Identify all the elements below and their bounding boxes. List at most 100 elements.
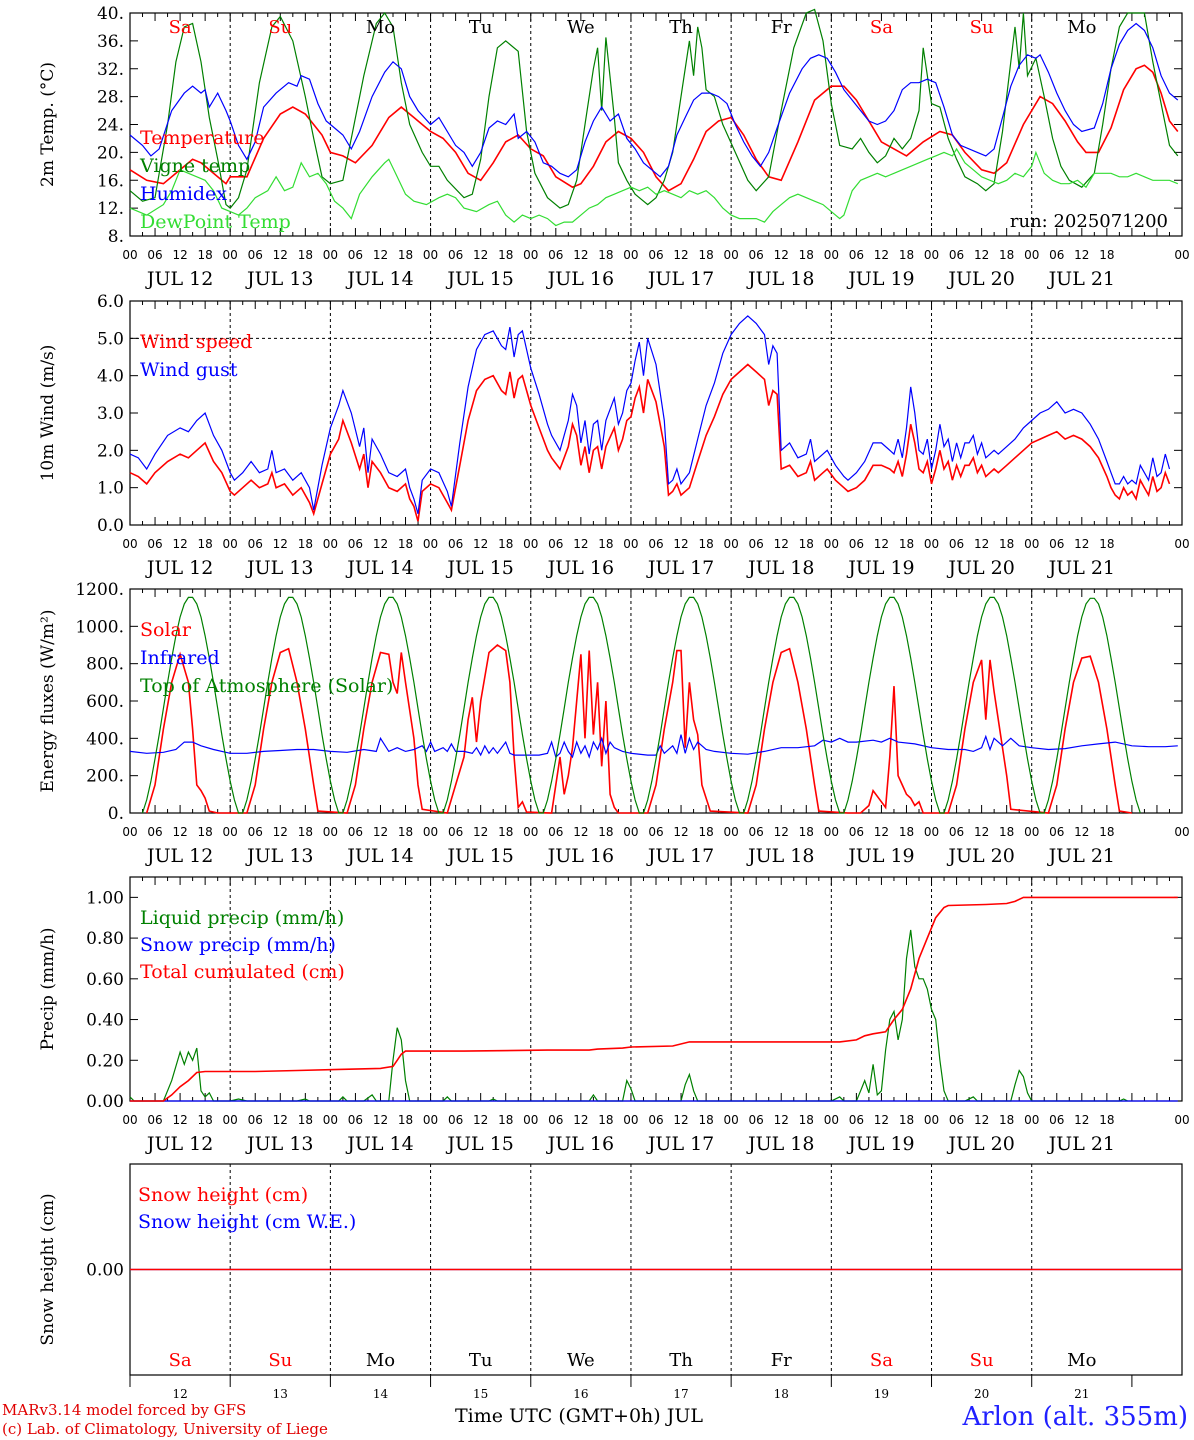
x-hour-label: 12	[373, 825, 388, 839]
x-hour-label: 18	[598, 248, 613, 262]
y-tick-label: 20.	[97, 143, 124, 163]
x-hour-label: 00	[122, 537, 137, 551]
x-hour-label: 18	[398, 537, 413, 551]
x-hour-label: 06	[949, 825, 964, 839]
x-hour-label: 00	[223, 248, 238, 262]
series-line	[130, 896, 1178, 1102]
x-hour-label: 12	[573, 248, 588, 262]
x-hour-label: 00	[323, 825, 338, 839]
x-hour-label: 06	[147, 248, 162, 262]
x-hour-label: 12	[273, 537, 288, 551]
legend-entry: Top of Atmosphere (Solar)	[140, 675, 393, 697]
x-date-label: JUL 19	[846, 557, 914, 579]
x-hour-label: 06	[348, 1113, 363, 1127]
y-tick-label: 28.	[97, 88, 124, 108]
x-date-label: JUL 18	[746, 557, 814, 579]
x-hour-label: 18	[698, 825, 713, 839]
x-date-label: JUL 19	[846, 268, 914, 290]
y-tick-label: 0.00	[86, 1261, 124, 1281]
x-hour-label: 12	[774, 248, 789, 262]
series-line	[141, 596, 1141, 814]
x-hour-label: 18	[598, 1113, 613, 1127]
x-hour-label: 06	[1049, 825, 1064, 839]
x-hour-label: 12	[1074, 248, 1089, 262]
x-hour-label: 00	[724, 537, 739, 551]
x-hour-label: 18	[799, 825, 814, 839]
day-label: Tu	[469, 17, 493, 38]
x-hour-label: 06	[248, 825, 263, 839]
x-hour-label: 06	[348, 248, 363, 262]
x-hour-label: 00	[1024, 248, 1039, 262]
x-hour-label: 00	[423, 537, 438, 551]
x-hour-label: 00	[924, 248, 939, 262]
x-hour-label: 18	[899, 248, 914, 262]
day-label: Su	[970, 1350, 994, 1371]
legend-entry: Solar	[140, 619, 192, 641]
x-hour-label: 18	[198, 825, 213, 839]
y-tick-label: 12.	[97, 199, 124, 219]
x-hour-label: 12	[573, 825, 588, 839]
y-tick-label: 5.0	[97, 329, 124, 349]
x-day-number: 18	[774, 1387, 789, 1401]
x-hour-label: 12	[373, 537, 388, 551]
x-hour-label: 06	[749, 825, 764, 839]
legend-entry: Liquid precip (mm/h)	[140, 907, 344, 929]
x-date-label: JUL 16	[546, 1133, 614, 1155]
series-line	[129, 147, 1179, 227]
day-label: Fr	[771, 1350, 792, 1371]
x-hour-label: 12	[473, 825, 488, 839]
x-date-label: JUL 12	[145, 557, 213, 579]
x-hour-label: 06	[1049, 537, 1064, 551]
y-tick-label: 0.00	[86, 1092, 124, 1112]
x-hour-label: 12	[273, 1113, 288, 1127]
x-hour-label: 18	[498, 248, 513, 262]
x-date-label: JUL 20	[946, 557, 1014, 579]
day-label: Su	[268, 1350, 292, 1371]
x-day-number: 20	[974, 1387, 989, 1401]
series-line	[129, 22, 1179, 178]
x-day-number: 15	[473, 1387, 488, 1401]
x-hour-label: 00	[924, 1113, 939, 1127]
x-hour-label: 12	[874, 825, 889, 839]
x-hour-label: 06	[648, 537, 663, 551]
x-hour-label: 12	[1074, 537, 1089, 551]
x-day-number: 16	[573, 1387, 588, 1401]
x-hour-label: 18	[1099, 248, 1114, 262]
x-hour-label: 12	[673, 248, 688, 262]
y-tick-label: 1.0	[97, 479, 124, 499]
x-hour-label: 18	[799, 537, 814, 551]
x-hour-label: 12	[172, 537, 187, 551]
x-hour-label: 00	[623, 537, 638, 551]
x-hour-label: 06	[248, 1113, 263, 1127]
x-hour-label: 00	[523, 248, 538, 262]
x-hour-label: 18	[698, 1113, 713, 1127]
x-hour-label: 06	[1049, 1113, 1064, 1127]
x-hour-label: 18	[498, 825, 513, 839]
y-tick-label: 200.	[86, 767, 124, 787]
x-hour-label: 06	[248, 248, 263, 262]
x-hour-label: 18	[498, 1113, 513, 1127]
x-day-number: 21	[1074, 1387, 1089, 1401]
x-date-label: JUL 17	[646, 1133, 714, 1155]
panel-frame	[129, 588, 1183, 814]
x-hour-label: 12	[974, 825, 989, 839]
x-date-label: JUL 15	[445, 1133, 513, 1155]
series-line	[129, 8, 1179, 209]
x-date-label: JUL 20	[946, 1133, 1014, 1155]
x-hour-label: 00	[623, 825, 638, 839]
x-date-label: JUL 12	[145, 845, 213, 867]
day-label: Th	[669, 1350, 693, 1371]
day-label: Mo	[1067, 1350, 1096, 1371]
x-hour-label: 12	[1074, 1113, 1089, 1127]
series-line	[129, 734, 1178, 759]
x-hour-label: 00	[122, 825, 137, 839]
x-date-label: JUL 14	[345, 557, 413, 579]
x-hour-label: 00	[824, 537, 839, 551]
x-hour-label: 12	[172, 825, 187, 839]
x-hour-label: 00	[323, 1113, 338, 1127]
x-date-label: JUL 13	[245, 268, 313, 290]
x-date-label: JUL 21	[1047, 268, 1115, 290]
x-hour-label: 00	[523, 537, 538, 551]
day-label: Mo	[366, 17, 395, 38]
